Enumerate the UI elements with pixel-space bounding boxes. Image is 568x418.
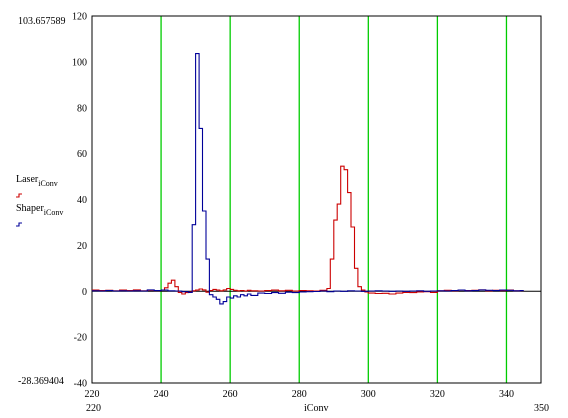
y-tick-labels: -40 -20 0 20 40 60 80 100 120 [72,12,87,390]
series-lines [92,53,524,305]
series-line-laser [92,165,524,295]
x-tick-label: 280 [292,389,307,400]
y-max-label: 103.657589 [18,16,66,27]
x-tick-labels: 220 240 260 280 300 320 340 [85,389,514,400]
y-tick-label: 80 [77,103,87,114]
x-tick-label: 320 [430,389,445,400]
y-tick-label: -40 [74,379,87,390]
y-tick-label: 0 [82,287,87,298]
y-tick-label: 20 [77,241,87,252]
legend-label-laser: Laser [16,174,39,185]
y-tick-label: -20 [74,333,87,344]
y-tick-label: 60 [77,149,87,160]
x-max-label: 350 [534,403,549,413]
x-tick-label: 300 [361,389,376,400]
x-tick-label: 240 [154,389,169,400]
y-tick-label: 40 [77,195,87,206]
y-min-label: -28.369404 [18,376,64,387]
legend-subscript-laser: iConv [38,179,58,188]
series-line-shaper [92,53,524,305]
x-min-label: 220 [86,403,101,413]
legend-subscript-shaper: iConv [44,208,64,217]
grid-lines [160,16,508,383]
y-tick-label: 100 [72,57,87,68]
y-tick-label: 120 [72,12,87,23]
x-tick-label: 260 [223,389,238,400]
x-tick-label: 340 [499,389,514,400]
plot-frame [91,15,542,384]
legend-label-shaper: Shaper [16,203,44,214]
x-tick-label: 220 [85,389,100,400]
legend-swatch-shaper [16,222,22,227]
x-axis-label: iConv [304,403,328,413]
legend-swatch-laser [16,193,22,198]
axes [91,15,542,384]
